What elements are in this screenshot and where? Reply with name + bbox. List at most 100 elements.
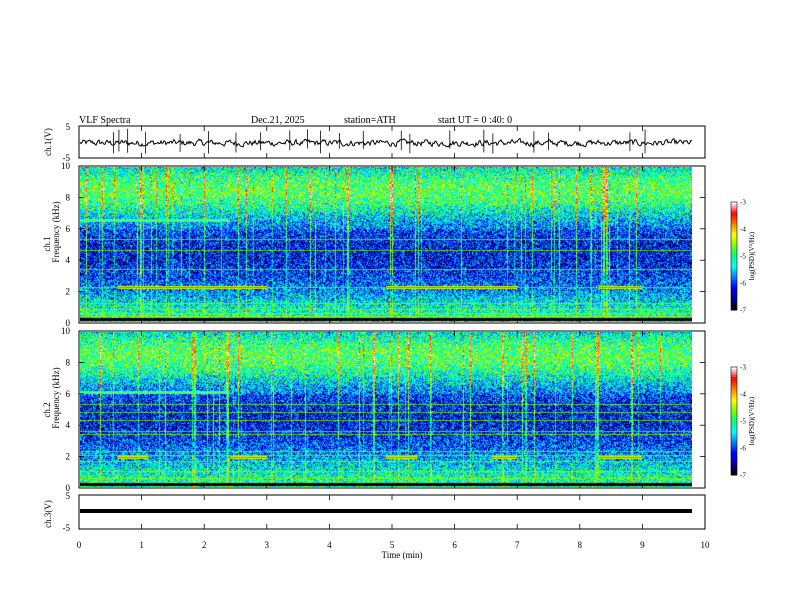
colorbar-swatch	[731, 471, 737, 474]
colorbar-tick-label: -7	[740, 472, 746, 480]
y-tick-label: 6	[66, 389, 71, 399]
colorbar-swatch	[731, 214, 737, 217]
colorbar-swatch	[731, 473, 737, 476]
colorbar-swatch	[731, 262, 737, 265]
colorbar-swatch	[731, 218, 737, 221]
ch3-trace	[80, 509, 692, 513]
y-tick-label: 0	[66, 318, 71, 328]
colorbar-swatch	[731, 268, 737, 271]
colorbar-swatch	[731, 443, 737, 446]
colorbar-swatch	[731, 421, 737, 424]
x-tick-label: 6	[452, 540, 457, 550]
x-tick-label: 1	[139, 540, 144, 550]
colorbar-frame	[730, 366, 738, 476]
ch2-spec-ylabel-frequency: Frequency (kHz)	[51, 367, 61, 428]
colorbar-swatch	[731, 419, 737, 422]
colorbar-swatch	[731, 381, 737, 384]
colorbar-swatch	[731, 256, 737, 259]
colorbar-swatch	[731, 447, 737, 450]
colorbar-swatch	[731, 222, 737, 225]
y-tick-label: 4	[66, 420, 71, 430]
y-tick-label: 4	[66, 255, 71, 265]
colorbar-swatch	[731, 373, 737, 376]
colorbar-swatch	[731, 451, 737, 454]
ch1-spec-ylabel-frequency: Frequency (kHz)	[51, 201, 61, 262]
colorbar-swatch	[731, 278, 737, 281]
colorbar-swatch	[731, 264, 737, 267]
colorbar-swatch	[731, 234, 737, 237]
colorbar-label: log(PSD)(V²/Hz)	[748, 231, 756, 280]
x-tick-label: 8	[578, 540, 583, 550]
colorbar-tick-label: -6	[740, 445, 746, 453]
ch1-waveform-line	[79, 137, 693, 148]
colorbar-swatch	[731, 377, 737, 380]
colorbar-swatch	[731, 467, 737, 470]
colorbar-swatch	[731, 300, 737, 303]
colorbar-swatch	[731, 204, 737, 207]
colorbar-swatch	[731, 413, 737, 416]
colorbar-swatch	[731, 288, 737, 291]
colorbar-swatch	[731, 437, 737, 440]
colorbar-swatch	[731, 276, 737, 279]
colorbar-swatch	[731, 240, 737, 243]
colorbar-swatch	[731, 260, 737, 263]
colorbar-swatch	[731, 455, 737, 458]
colorbar-swatch	[731, 469, 737, 472]
colorbar-swatch	[731, 304, 737, 307]
x-tick-label: 10	[701, 540, 711, 550]
colorbar-swatch	[731, 280, 737, 283]
colorbar-swatch	[731, 369, 737, 372]
colorbar-swatch	[731, 441, 737, 444]
colorbar-tick-label: -3	[740, 364, 746, 372]
colorbar-swatch	[731, 226, 737, 229]
colorbar-swatch	[731, 405, 737, 408]
ch2-colorbar: -3 -4 -5 -6 -7 log(PSD)(V²/Hz)	[730, 364, 756, 480]
colorbar-swatch	[731, 383, 737, 386]
colorbar-swatch	[731, 411, 737, 414]
y-tick-label: 0	[66, 483, 71, 493]
colorbar-label: log(PSD)(V²/Hz)	[748, 396, 756, 445]
x-tick-label: 2	[202, 540, 207, 550]
x-tick-label: 9	[640, 540, 645, 550]
colorbar-tick-label: -5	[740, 253, 746, 261]
colorbar-swatch	[731, 232, 737, 235]
colorbar-swatch	[731, 308, 737, 311]
colorbar-swatch	[731, 389, 737, 392]
colorbar-swatch	[731, 224, 737, 227]
colorbar-swatch	[731, 290, 737, 293]
colorbar-swatch	[731, 242, 737, 245]
colorbar-swatch	[731, 375, 737, 378]
ch1-ylabel: ch.1(V)	[43, 128, 53, 156]
colorbar-swatch	[731, 230, 737, 233]
colorbar-swatch	[731, 459, 737, 462]
colorbar-swatch	[731, 272, 737, 275]
colorbar-swatch	[731, 210, 737, 213]
date-label: Dec.21, 2025	[251, 115, 305, 126]
ch2-spec-yticks: 0 2 4 6 8 10	[61, 326, 705, 493]
colorbar-swatch	[731, 244, 737, 247]
y-tick-label: 10	[61, 326, 71, 336]
panel-ch1-waveform: 5 -5 ch.1(V)	[43, 122, 706, 163]
ch1-spec-yticks: 0 2 4 6 8 10	[61, 161, 705, 328]
colorbar-swatch	[731, 385, 737, 388]
station-label: station=ATH	[344, 115, 396, 126]
ch3-ytick-bottom: -5	[63, 523, 71, 533]
y-tick-label: 6	[66, 224, 71, 234]
colorbar-swatch	[731, 296, 737, 299]
y-tick-label: 10	[61, 161, 71, 171]
colorbar-swatch	[731, 248, 737, 251]
colorbar-frame	[730, 201, 738, 311]
panel-ch3-waveform: 5 -5 ch.3(V)	[43, 491, 706, 533]
colorbar-swatch	[731, 292, 737, 295]
colorbar-swatch	[731, 238, 737, 241]
colorbar-swatch	[731, 302, 737, 305]
colorbar-swatch	[731, 415, 737, 418]
colorbar-swatch	[731, 425, 737, 428]
colorbar-swatch	[731, 298, 737, 301]
colorbar-swatch	[731, 246, 737, 249]
colorbar-swatch	[731, 457, 737, 460]
x-tick-label: 4	[327, 540, 332, 550]
colorbar-swatch	[731, 286, 737, 289]
ch3-ytick-top: 5	[66, 491, 71, 501]
